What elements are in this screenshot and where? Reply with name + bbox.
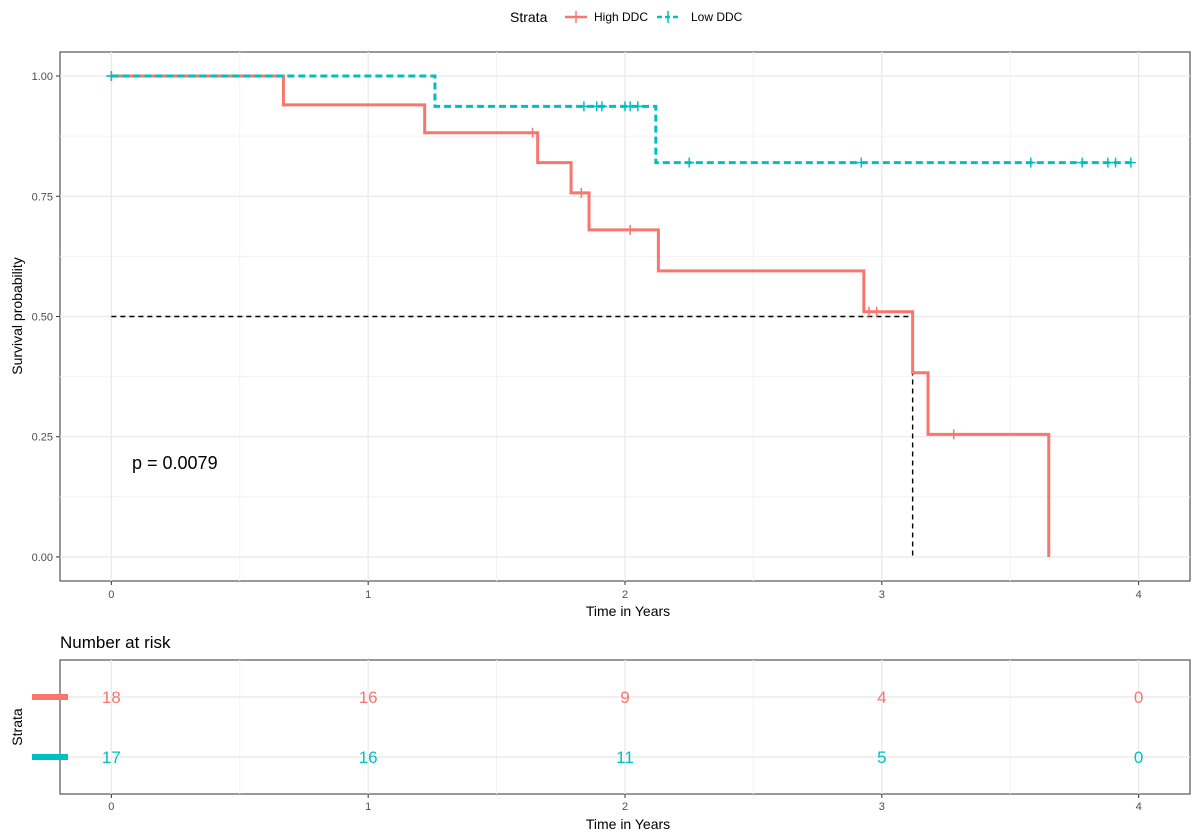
y-tick-label: 1.00 bbox=[32, 71, 53, 83]
x-tick-label: 4 bbox=[1136, 589, 1142, 601]
y-axis-title: Survival probability bbox=[9, 257, 25, 375]
risk-x-tick-label: 4 bbox=[1136, 801, 1142, 813]
risk-count-high-ddc: 18 bbox=[102, 688, 121, 707]
risk-table-x-ticks: 0 1 2 3 4 bbox=[108, 794, 1142, 813]
risk-count-high-ddc: 0 bbox=[1134, 688, 1143, 707]
legend-item-high-ddc: High DDC bbox=[565, 10, 648, 24]
x-axis-ticks: 0 1 2 3 4 bbox=[108, 581, 1142, 601]
risk-count-low-ddc: 11 bbox=[616, 748, 634, 767]
y-tick-label: 0.75 bbox=[32, 191, 53, 203]
risk-table-y-axis-title: Strata bbox=[9, 708, 25, 746]
y-tick-label: 0.00 bbox=[32, 552, 53, 564]
y-tick-label: 0.25 bbox=[32, 432, 53, 444]
risk-x-tick-label: 0 bbox=[108, 801, 114, 813]
survival-curve-high-ddc bbox=[111, 74, 1051, 557]
x-tick-label: 2 bbox=[622, 589, 628, 601]
risk-x-tick-label: 2 bbox=[622, 801, 628, 813]
risk-count-high-ddc: 16 bbox=[359, 688, 378, 707]
risk-count-high-ddc: 4 bbox=[877, 688, 886, 707]
risk-count-low-ddc: 5 bbox=[877, 748, 886, 767]
risk-count-high-ddc: 9 bbox=[620, 688, 629, 707]
legend-label-high-ddc: High DDC bbox=[594, 10, 648, 24]
legend-item-low-ddc: Low DDC bbox=[657, 10, 743, 24]
survival-curves bbox=[106, 71, 1136, 557]
risk-table-panel: Number at risk 0 1 2 3 4 18 16 9 4 0 17 16 11 5 0 Tim… bbox=[9, 633, 1191, 832]
risk-count-low-ddc: 0 bbox=[1134, 748, 1143, 767]
risk-x-tick-label: 3 bbox=[879, 801, 885, 813]
legend: Strata High DDC Low DDC bbox=[510, 9, 743, 25]
x-axis-title: Time in Years bbox=[586, 603, 670, 619]
legend-title: Strata bbox=[510, 9, 548, 25]
y-tick-label: 0.50 bbox=[32, 312, 53, 324]
survival-plot-panel: 0.00 0.25 0.50 0.75 1.00 0 1 2 3 4 p = 0.0079 Ti… bbox=[9, 51, 1191, 619]
survival-curve-low-ddc bbox=[111, 74, 1131, 165]
risk-table-title: Number at risk bbox=[60, 633, 171, 652]
risk-table-gridlines bbox=[60, 660, 1190, 794]
legend-label-low-ddc: Low DDC bbox=[691, 10, 743, 24]
x-tick-label: 1 bbox=[365, 589, 371, 601]
risk-table-rows: 18 16 9 4 0 17 16 11 5 0 bbox=[32, 688, 1143, 767]
risk-count-low-ddc: 17 bbox=[102, 748, 121, 767]
risk-x-tick-label: 1 bbox=[365, 801, 371, 813]
plot-gridlines bbox=[60, 52, 1190, 581]
x-tick-label: 3 bbox=[879, 589, 885, 601]
p-value-annotation: p = 0.0079 bbox=[132, 453, 218, 473]
risk-count-low-ddc: 16 bbox=[359, 748, 378, 767]
x-tick-label: 0 bbox=[108, 589, 114, 601]
risk-table-x-axis-title: Time in Years bbox=[586, 816, 670, 832]
y-axis-ticks: 0.00 0.25 0.50 0.75 1.00 bbox=[32, 71, 60, 564]
